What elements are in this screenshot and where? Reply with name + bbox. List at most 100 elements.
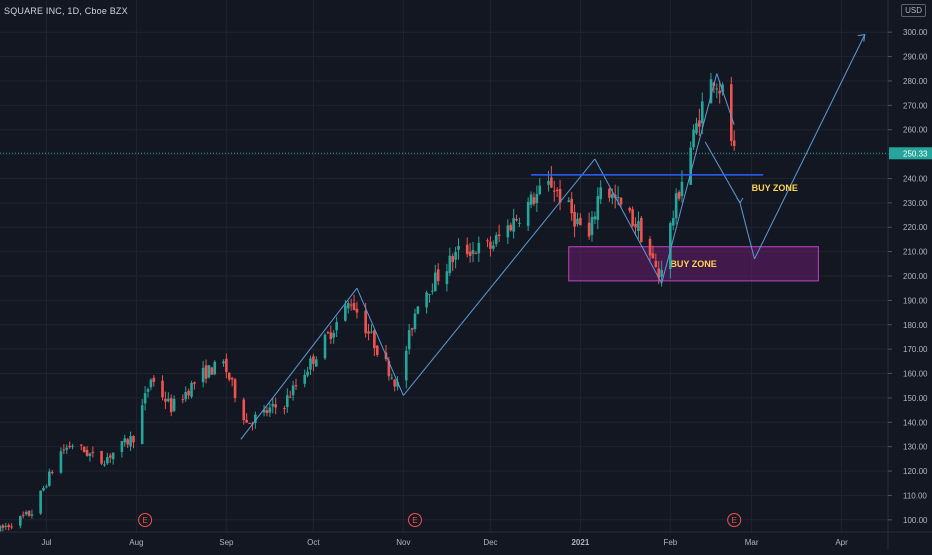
candle — [329, 325, 333, 345]
buy-zone-label: BUY ZONE — [752, 183, 798, 193]
candle — [140, 399, 144, 445]
candle — [532, 192, 536, 207]
candle-body — [323, 334, 327, 359]
candle — [451, 253, 455, 271]
y-tick-label: 120.00 — [903, 467, 928, 476]
candle-body — [268, 407, 272, 413]
y-tick-label: 260.00 — [903, 126, 928, 135]
drawings-group: BUY ZONE — [240, 34, 866, 440]
candle — [695, 117, 698, 135]
candle — [169, 394, 173, 417]
candle-body — [21, 514, 25, 516]
candle — [509, 222, 513, 232]
candle — [425, 290, 428, 314]
candle — [634, 217, 637, 236]
y-tick-label: 140.00 — [903, 418, 928, 427]
candle — [657, 260, 661, 285]
candle-body — [222, 361, 225, 364]
price-axis: 100.00 110.00 120.00 130.00 140.00 150.00 160.… — [887, 0, 928, 550]
candle — [468, 243, 472, 263]
candle-body — [529, 194, 533, 205]
candle-body — [611, 194, 614, 199]
earnings-label: E — [732, 516, 737, 525]
candle-body — [512, 218, 515, 232]
x-tick-label: Oct — [307, 538, 320, 547]
candle-body — [106, 456, 109, 464]
candle — [294, 378, 298, 391]
candle-body — [48, 471, 51, 486]
candle-body — [692, 129, 695, 148]
y-tick-label: 190.00 — [903, 296, 928, 305]
candle — [628, 206, 632, 214]
candle-body — [291, 385, 295, 396]
candle-body — [492, 245, 495, 249]
candle — [465, 237, 469, 258]
x-tick-label: Apr — [835, 538, 848, 547]
candle-body — [494, 235, 498, 245]
earnings-label: E — [142, 516, 147, 525]
candle-body — [558, 188, 562, 203]
candle — [132, 435, 135, 449]
candle-body — [39, 490, 42, 514]
candle-body — [680, 181, 684, 197]
candle — [590, 211, 594, 242]
candle-body — [695, 123, 698, 134]
candle — [48, 468, 51, 487]
candle-body — [262, 409, 266, 413]
y-tick-label: 230.00 — [903, 199, 928, 208]
candle-body — [526, 201, 530, 226]
y-tick-label: 170.00 — [903, 345, 928, 354]
candle — [486, 238, 489, 248]
candle-body — [161, 380, 164, 398]
candle — [143, 386, 147, 411]
candle — [152, 375, 156, 387]
candle-body — [729, 84, 733, 141]
candle — [190, 380, 193, 399]
candle-body — [50, 471, 54, 473]
candle — [393, 379, 396, 392]
candle — [230, 376, 234, 387]
wave-line — [661, 73, 718, 284]
candle — [637, 211, 640, 240]
candle — [367, 323, 370, 341]
y-tick-label: 280.00 — [903, 77, 928, 86]
candle-body — [718, 90, 721, 94]
y-tick-label: 290.00 — [903, 53, 928, 62]
candle-body — [207, 365, 211, 378]
candle-body — [628, 207, 632, 211]
currency-label[interactable]: USD — [901, 4, 926, 17]
candle-body — [689, 147, 692, 185]
candle — [123, 434, 127, 447]
candle — [210, 366, 214, 375]
candle — [552, 180, 556, 202]
candle-body — [590, 217, 594, 235]
candle-body — [45, 486, 48, 488]
candle — [608, 187, 611, 202]
candle — [245, 413, 248, 424]
candle-body — [448, 255, 452, 273]
candle-body — [576, 218, 579, 225]
candle-body — [204, 365, 208, 379]
candle — [709, 72, 713, 104]
candle-body — [515, 218, 518, 221]
candle — [227, 372, 231, 382]
candle — [570, 192, 573, 221]
candle — [7, 523, 11, 531]
candle-body — [616, 197, 620, 199]
candle-body — [428, 293, 431, 295]
candle — [593, 211, 597, 225]
candle — [651, 245, 655, 259]
candle-body — [184, 392, 188, 400]
candle-body — [181, 399, 185, 401]
candle-body — [283, 408, 286, 410]
candle-body — [248, 422, 251, 424]
candle-body — [436, 269, 440, 282]
candle — [323, 333, 327, 361]
candle-body — [599, 187, 603, 200]
candle-body — [468, 251, 472, 256]
candle-body — [201, 367, 205, 383]
candle-body — [210, 367, 214, 375]
candle — [526, 197, 530, 231]
